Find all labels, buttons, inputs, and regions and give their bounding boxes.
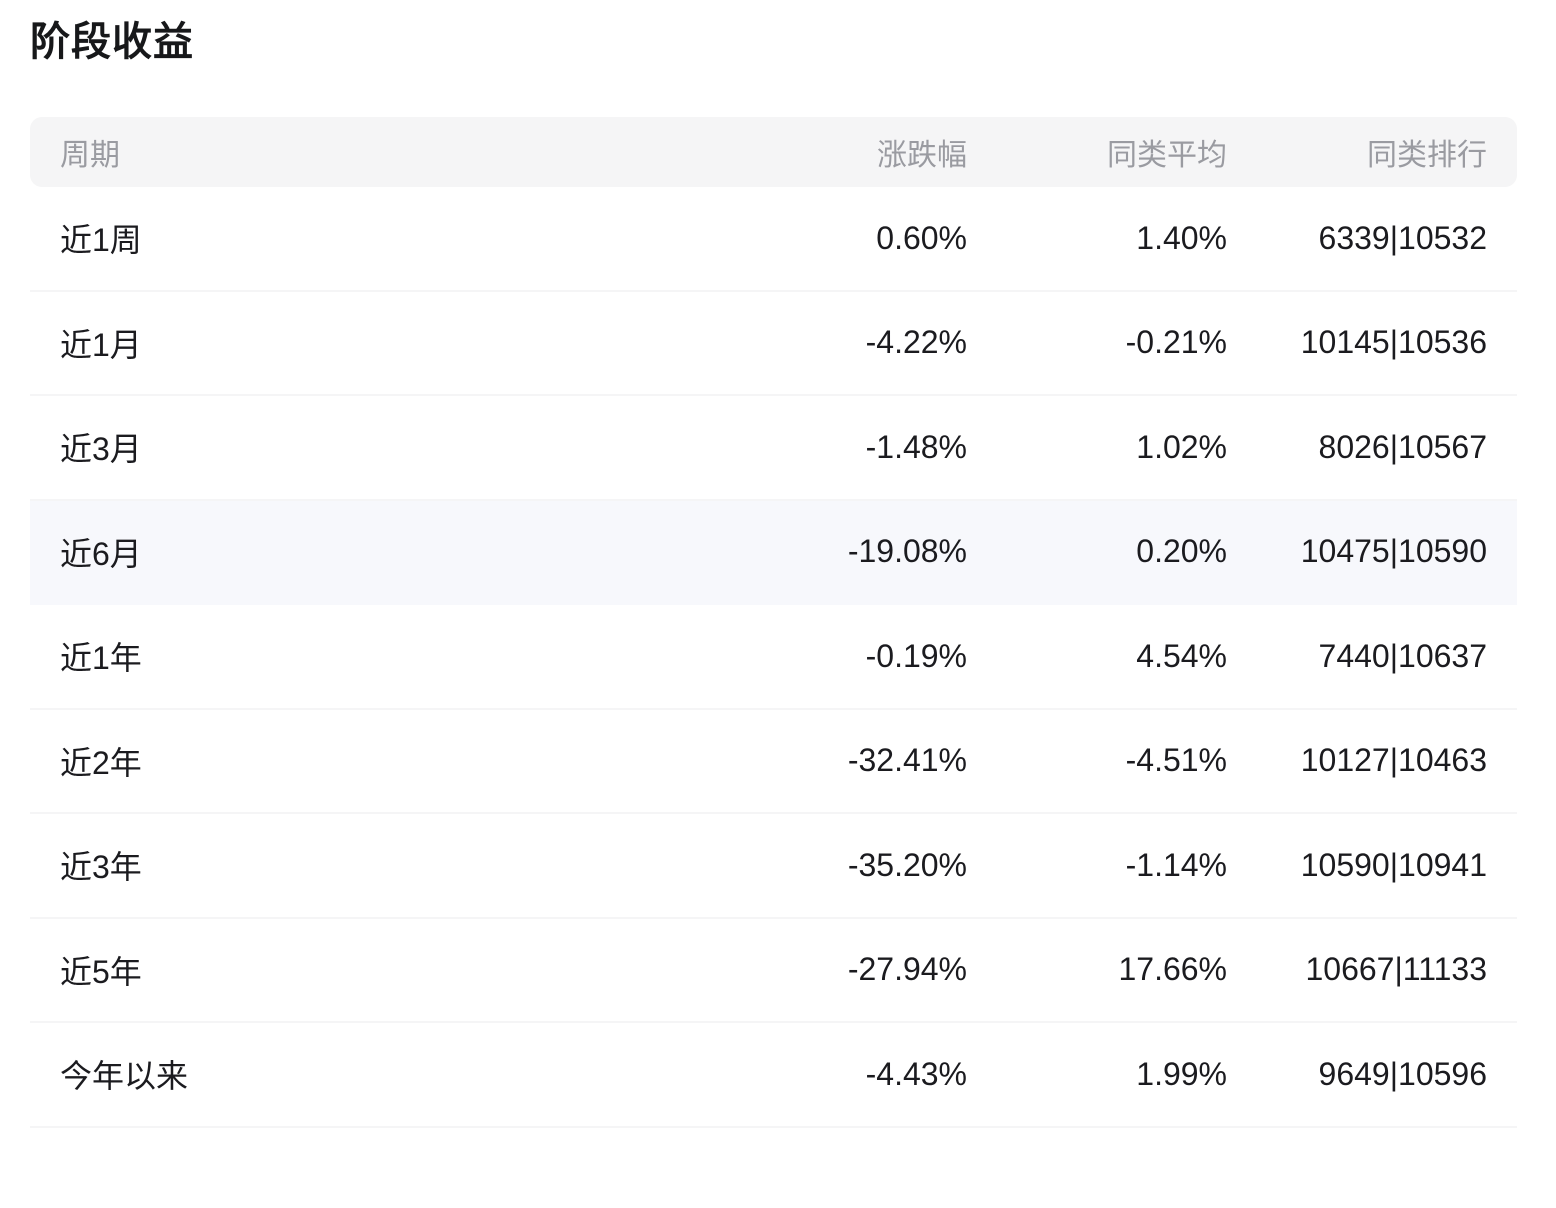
table-row-1y[interactable]: 近1年 -0.19% 4.54% 7440|10637 [30, 605, 1517, 710]
table-row-5y[interactable]: 近5年 -27.94% 17.66% 10667|11133 [30, 918, 1517, 1023]
table-row-3y[interactable]: 近3年 -35.20% -1.14% 10590|10941 [30, 814, 1517, 919]
category-avg-cell: 1.40% [1136, 219, 1227, 256]
period-cell: 近1月 [60, 326, 142, 363]
change-cell: -32.41% [847, 742, 967, 779]
period-returns-table: 周期 涨跌幅 同类平均 同类排行 近1周 0.60% 1.40% 6339|10… [30, 117, 1517, 1128]
column-header-category-avg: 同类平均 [1107, 139, 1227, 172]
period-cell: 近5年 [60, 953, 142, 990]
period-cell: 近3月 [60, 431, 142, 468]
table-header-row: 周期 涨跌幅 同类平均 同类排行 [30, 117, 1517, 187]
category-avg-cell: -0.21% [1125, 324, 1227, 361]
change-cell: 0.60% [876, 219, 967, 256]
category-avg-cell: -4.51% [1125, 742, 1227, 779]
table-row-2y[interactable]: 近2年 -32.41% -4.51% 10127|10463 [30, 709, 1517, 814]
period-cell: 近3年 [60, 849, 142, 886]
column-header-category-rank: 同类排行 [1367, 139, 1487, 172]
page-title: 阶段收益 [30, 20, 194, 64]
change-cell: -27.94% [847, 951, 967, 988]
category-rank-cell: 10590|10941 [1300, 846, 1487, 883]
category-rank-cell: 8026|10567 [1318, 428, 1487, 465]
category-rank-cell: 9649|10596 [1318, 1055, 1487, 1092]
category-avg-cell: -1.14% [1125, 846, 1227, 883]
table-row-3m[interactable]: 近3月 -1.48% 1.02% 8026|10567 [30, 396, 1517, 501]
column-header-change: 涨跌幅 [877, 139, 967, 172]
category-rank-cell: 7440|10637 [1318, 637, 1487, 674]
table-row-1w[interactable]: 近1周 0.60% 1.40% 6339|10532 [30, 187, 1517, 292]
change-cell: -19.08% [847, 533, 967, 570]
category-avg-cell: 4.54% [1136, 637, 1227, 674]
table-row-1m[interactable]: 近1月 -4.22% -0.21% 10145|10536 [30, 291, 1517, 396]
column-header-period: 周期 [60, 139, 120, 172]
period-cell: 近1周 [60, 222, 142, 259]
category-avg-cell: 1.02% [1136, 428, 1227, 465]
period-returns-panel: 阶段收益 周期 涨跌幅 同类平均 同类排行 近1周 0.60% 1.40% 63… [30, 20, 1517, 1128]
period-cell: 近6月 [60, 535, 142, 572]
category-avg-cell: 0.20% [1136, 533, 1227, 570]
change-cell: -0.19% [865, 637, 967, 674]
change-cell: -35.20% [847, 846, 967, 883]
table-row-6m-selected[interactable]: 近6月 -19.08% 0.20% 10475|10590 [30, 500, 1517, 605]
category-avg-cell: 17.66% [1118, 951, 1227, 988]
change-cell: -1.48% [865, 428, 967, 465]
period-cell: 近1年 [60, 640, 142, 677]
period-cell: 今年以来 [60, 1058, 189, 1095]
category-rank-cell: 10127|10463 [1300, 742, 1487, 779]
change-cell: -4.43% [865, 1055, 967, 1092]
category-rank-cell: 10667|11133 [1305, 951, 1487, 988]
category-rank-cell: 10475|10590 [1300, 533, 1487, 570]
category-rank-cell: 6339|10532 [1318, 219, 1487, 256]
table-row-ytd[interactable]: 今年以来 -4.43% 1.99% 9649|10596 [30, 1023, 1517, 1128]
category-rank-cell: 10145|10536 [1300, 324, 1487, 361]
change-cell: -4.22% [865, 324, 967, 361]
category-avg-cell: 1.99% [1136, 1055, 1227, 1092]
period-cell: 近2年 [60, 744, 142, 781]
